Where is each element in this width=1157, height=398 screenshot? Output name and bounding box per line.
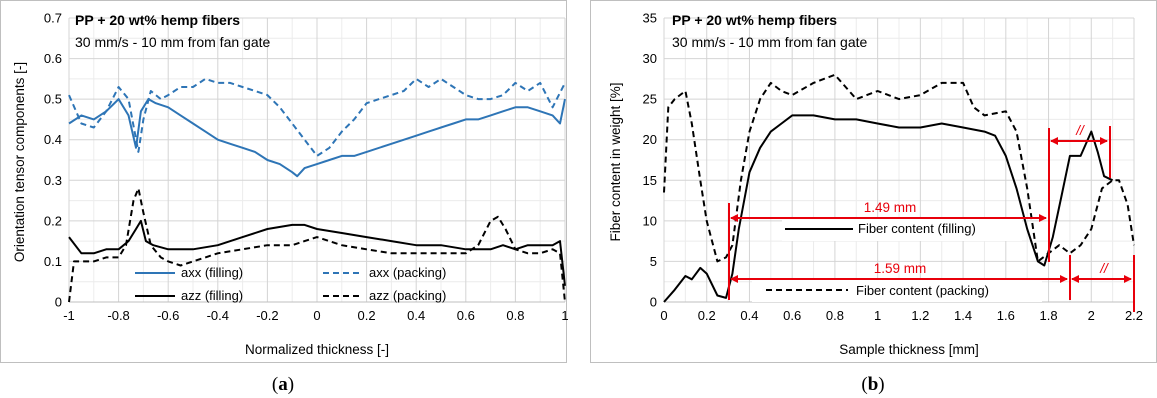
- y-tick-label: 0: [55, 295, 62, 310]
- x-tick-label: 1.2: [911, 308, 929, 323]
- x-tick-label: -0.2: [256, 308, 278, 323]
- caption-a: (a): [272, 374, 294, 395]
- annot-label-159: 1.59 mm: [874, 261, 927, 276]
- caption-a-letter: a: [278, 374, 288, 395]
- annotations-b: 1.49 mm 1.59 mm // //: [728, 123, 1135, 312]
- x-tick-label: 0.4: [407, 308, 425, 323]
- series-line-b-fiber-content-packing: [663, 73, 1135, 263]
- x-tick-label: -1: [63, 308, 75, 323]
- chart-panel-a: -1 -0.8 -0.6 -0.4 -0.2 0 0.2 0.4 0.6 0.8 1 0 0.1 0.2 0…: [12, 11, 569, 358]
- legend-label-axx-filling: axx (filling): [181, 265, 243, 280]
- chart-a-title: PP + 20 wt% hemp fibers: [75, 12, 240, 28]
- chart-a-subtitle: 30 mm/s - 10 mm from fan gate: [75, 34, 270, 50]
- y-axis-title-a: Orientation tensor components [-]: [12, 62, 27, 262]
- series-line-a-azz-filling: [68, 219, 566, 286]
- x-tick-label: 0.8: [506, 308, 524, 323]
- y-tick-label: 5: [650, 254, 657, 269]
- x-tick-label: 1: [561, 308, 568, 323]
- x-tick-label: 0.2: [358, 308, 376, 323]
- label-box-packing: [752, 280, 1042, 302]
- legend-a: axx (filling) axx (packing) azz (filling…: [135, 265, 446, 303]
- grid-a: [68, 17, 566, 303]
- x-tick-label: 1.4: [954, 308, 972, 323]
- y-tick-label: 20: [643, 132, 657, 147]
- y-tick-label: 0.6: [44, 51, 62, 66]
- x-axis-title-a: Normalized thickness [-]: [245, 342, 389, 357]
- x-tick-label: 0.4: [740, 308, 758, 323]
- y-tick-label: 25: [643, 92, 657, 107]
- y-tick-label: 35: [643, 11, 657, 26]
- y-tick-label: 10: [643, 213, 657, 228]
- x-tick-label: 0.2: [698, 308, 716, 323]
- annot-break-bottom: //: [1099, 261, 1109, 276]
- x-tick-label: -0.4: [207, 308, 229, 323]
- y-tick-label: 0.5: [44, 92, 62, 107]
- ticks-b: 0 0.2 0.4 0.6 0.8 1 1.2 1.4 1.6 1.8 2 2.2 0 5 10 15 20 25…: [643, 11, 1144, 324]
- series-line-a-azz-packing: [68, 187, 566, 303]
- ticks-a: -1 -0.8 -0.6 -0.4 -0.2 0 0.2 0.4 0.6 0.8 1 0 0.1 0.2 0…: [44, 11, 569, 324]
- x-axis-title-b: Sample thickness [mm]: [839, 342, 979, 357]
- legend-label-azz-packing: azz (packing): [369, 288, 446, 303]
- y-tick-label: 0.1: [44, 254, 62, 269]
- x-tick-label: 0: [313, 308, 320, 323]
- chart-panel-b: 0 0.2 0.4 0.6 0.8 1 1.2 1.4 1.6 1.8 2 2.2 0 5 10 15 20 25…: [608, 11, 1143, 358]
- x-tick-label: -0.8: [107, 308, 129, 323]
- x-tick-label: 0: [660, 308, 667, 323]
- y-tick-label: 30: [643, 51, 657, 66]
- caption-b: (b): [861, 374, 884, 395]
- y-tick-label: 0.7: [44, 11, 62, 26]
- x-tick-label: 0.6: [457, 308, 475, 323]
- annot-label-149: 1.49 mm: [864, 200, 917, 215]
- y-tick-label: 15: [643, 173, 657, 188]
- series-group-a: [68, 77, 566, 303]
- series-line-a-axx-filling: [68, 98, 566, 178]
- panel-a-frame: [0, 0, 567, 363]
- label-box-filling: [782, 219, 1022, 241]
- y-tick-label: 0.4: [44, 132, 62, 147]
- caption-b-letter: b: [868, 374, 879, 395]
- x-tick-label: 1: [874, 308, 881, 323]
- y-tick-label: 0: [650, 295, 657, 310]
- x-tick-label: 1.8: [1040, 308, 1058, 323]
- legend-label-axx-packing: axx (packing): [369, 265, 446, 280]
- chart-b-subtitle: 30 mm/s - 10 mm from fan gate: [672, 34, 867, 50]
- x-tick-label: 2.2: [1125, 308, 1143, 323]
- y-axis-title-b: Fiber content in weight [%]: [608, 82, 623, 241]
- series-line-a-axx-packing: [68, 77, 566, 157]
- legend-label-fiber-packing: Fiber content (packing): [856, 283, 989, 298]
- series-line-b-fiber-content-filling: [663, 114, 1114, 303]
- x-tick-label: 0.6: [783, 308, 801, 323]
- series-group-b: [663, 73, 1135, 303]
- y-tick-label: 0.3: [44, 173, 62, 188]
- y-tick-label: 0.2: [44, 213, 62, 228]
- x-tick-label: 1.6: [997, 308, 1015, 323]
- legend-label-fiber-filling: Fiber content (filling): [858, 221, 976, 236]
- x-tick-label: 0.8: [826, 308, 844, 323]
- chart-b-title: PP + 20 wt% hemp fibers: [672, 12, 837, 28]
- grid-b: [663, 17, 1135, 303]
- x-tick-label: -0.6: [157, 308, 179, 323]
- annot-break-top: //: [1075, 123, 1085, 138]
- x-tick-label: 2: [1088, 308, 1095, 323]
- legend-label-azz-filling: azz (filling): [181, 288, 243, 303]
